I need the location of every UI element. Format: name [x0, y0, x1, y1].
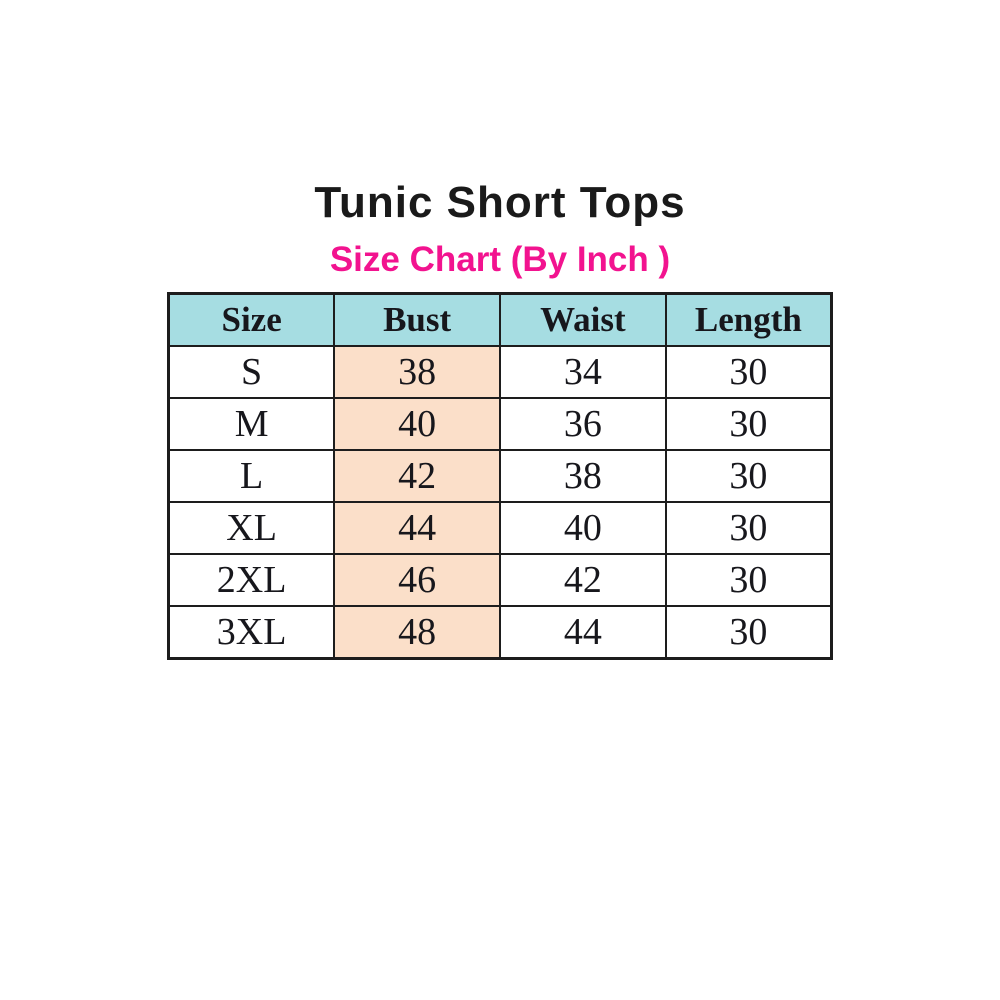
cell-waist: 44 — [499, 605, 667, 660]
cell-waist: 40 — [499, 501, 667, 555]
cell-bust: 40 — [333, 397, 501, 451]
cell-bust: 46 — [333, 553, 501, 607]
cell-bust: 38 — [333, 345, 501, 399]
table-row: XL 44 40 30 — [167, 501, 833, 555]
cell-size: 2XL — [167, 553, 336, 607]
page-subtitle: Size Chart (By Inch ) — [329, 240, 671, 279]
table-row: S 38 34 30 — [167, 345, 833, 399]
column-header-waist: Waist — [499, 292, 667, 347]
size-chart-table-head: Size Bust Waist Length — [167, 292, 833, 347]
cell-waist: 34 — [499, 345, 667, 399]
table-row: M 40 36 30 — [167, 397, 833, 451]
cell-size: L — [167, 449, 336, 503]
cell-length: 30 — [664, 605, 833, 660]
table-row: 2XL 46 42 30 — [167, 553, 833, 607]
column-header-size: Size — [167, 292, 336, 347]
page-title: Tunic Short Tops — [314, 178, 686, 227]
cell-size: 3XL — [167, 605, 336, 660]
cell-length: 30 — [664, 553, 833, 607]
cell-length: 30 — [664, 449, 833, 503]
cell-length: 30 — [664, 397, 833, 451]
size-chart-table: Size Bust Waist Length S 38 34 30 M 40 36 30 L 42 38 3… — [167, 292, 833, 660]
table-row: L 42 38 30 — [167, 449, 833, 503]
cell-waist: 36 — [499, 397, 667, 451]
cell-waist: 38 — [499, 449, 667, 503]
header-row: Size Bust Waist Length — [167, 292, 833, 347]
cell-bust: 42 — [333, 449, 501, 503]
table-row: 3XL 48 44 30 — [167, 605, 833, 660]
cell-length: 30 — [664, 501, 833, 555]
cell-bust: 44 — [333, 501, 501, 555]
size-chart-table-body: S 38 34 30 M 40 36 30 L 42 38 30 XL 44 40 30 2XL 46 42 30 3X… — [167, 345, 833, 660]
cell-size: M — [167, 397, 336, 451]
column-header-bust: Bust — [333, 292, 501, 347]
cell-bust: 48 — [333, 605, 501, 660]
cell-waist: 42 — [499, 553, 667, 607]
column-header-length: Length — [664, 292, 833, 347]
cell-size: S — [167, 345, 336, 399]
cell-length: 30 — [664, 345, 833, 399]
cell-size: XL — [167, 501, 336, 555]
